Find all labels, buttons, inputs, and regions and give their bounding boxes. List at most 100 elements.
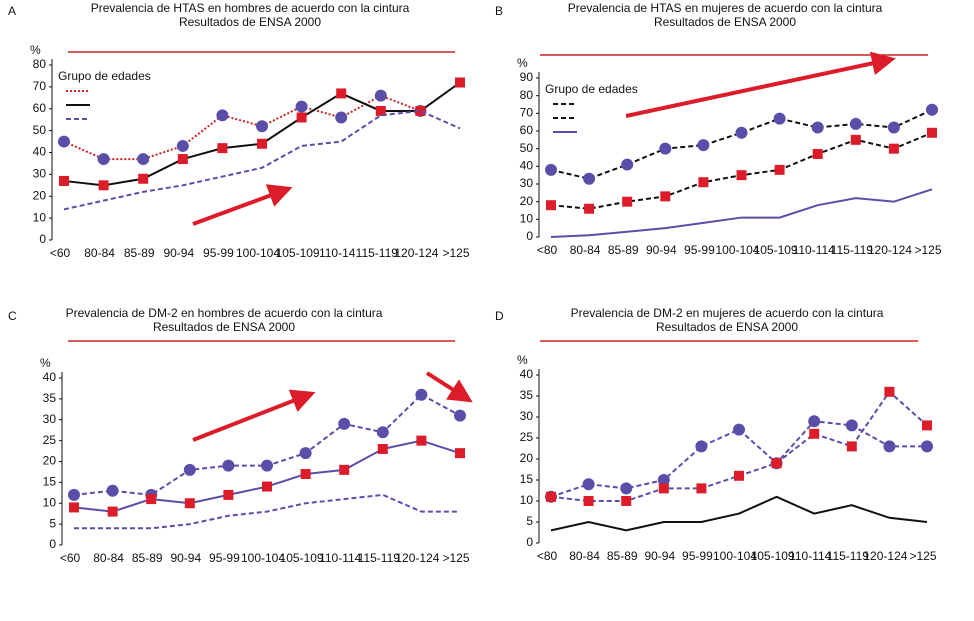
chart-title: Prevalencia de DM-2 en hombres de acuerd… <box>66 306 383 320</box>
x-tick-label: 100-104 <box>241 551 285 565</box>
panel-label: A <box>8 4 16 18</box>
y-tick-label: 35 <box>520 388 534 402</box>
x-tick-label: 115-119 <box>356 246 399 260</box>
trend-arrow <box>192 184 293 226</box>
y-tick-label: 40 <box>520 367 534 381</box>
data-point <box>921 440 933 453</box>
data-point <box>415 105 426 116</box>
x-tick-label: >125 <box>442 551 469 565</box>
y-tick-label: 15 <box>520 472 534 486</box>
series-line <box>73 439 461 513</box>
data-point <box>216 109 229 122</box>
data-point <box>622 196 633 207</box>
data-point <box>415 388 428 401</box>
y-tick-label: 20 <box>520 194 534 208</box>
x-tick-label: 115-119 <box>358 551 401 565</box>
y-tick-label: 35 <box>43 391 57 405</box>
x-tick-label: 120-124 <box>863 549 907 563</box>
data-point <box>97 153 110 166</box>
data-point <box>223 489 234 500</box>
data-point <box>888 143 899 154</box>
x-tick-label: 90-94 <box>646 243 677 257</box>
y-tick-label: 20 <box>33 188 47 202</box>
x-tick-label: 105-109 <box>280 551 324 565</box>
series-line <box>74 493 460 530</box>
data-point <box>883 440 896 453</box>
data-point <box>812 148 823 159</box>
y-tick-label: 0 <box>526 229 533 243</box>
x-tick-label: 80-84 <box>569 549 600 563</box>
trend-arrow <box>625 51 896 118</box>
data-point <box>455 448 465 459</box>
y-tick-label: 30 <box>43 412 57 426</box>
data-point <box>545 163 557 176</box>
data-point <box>177 154 188 165</box>
x-tick-label: 80-84 <box>570 243 601 257</box>
x-tick-label: 120-124 <box>394 246 438 260</box>
y-tick-label: 40 <box>520 159 534 173</box>
data-point <box>660 191 671 202</box>
x-tick-label: >125 <box>442 246 469 260</box>
data-point <box>658 483 669 494</box>
y-axis-label: % <box>517 56 528 70</box>
data-point <box>299 447 312 460</box>
data-point <box>335 111 348 124</box>
data-point <box>222 459 235 472</box>
x-tick-label: 80-84 <box>84 246 115 260</box>
x-tick-label: 120-124 <box>395 551 439 565</box>
data-point <box>583 172 596 185</box>
data-point <box>734 470 744 481</box>
data-point <box>922 420 932 431</box>
data-point <box>582 478 595 491</box>
x-tick-label: 95-99 <box>203 246 234 260</box>
data-point <box>696 483 707 494</box>
data-point <box>808 415 821 428</box>
y-tick-label: 10 <box>520 493 534 507</box>
data-point <box>217 143 228 154</box>
x-tick-label: 115-119 <box>827 549 870 563</box>
y-tick-label: 20 <box>520 451 534 465</box>
y-tick-label: 15 <box>43 475 57 489</box>
data-point <box>106 484 119 497</box>
chart-subtitle: Resultados de ENSA 2000 <box>153 320 295 334</box>
x-tick-label: 100-104 <box>715 243 759 257</box>
data-point <box>377 443 388 454</box>
x-tick-label: 85-89 <box>124 246 155 260</box>
x-tick-label: 110-114 <box>319 551 362 565</box>
y-tick-label: 20 <box>43 454 57 468</box>
x-tick-label: <60 <box>60 551 81 565</box>
chart-subtitle: Resultados de ENSA 2000 <box>179 15 321 29</box>
chart-subtitle: Resultados de ENSA 2000 <box>656 320 798 334</box>
x-tick-label: 85-89 <box>608 243 639 257</box>
data-point <box>735 126 748 139</box>
data-point <box>454 409 466 422</box>
y-tick-label: 10 <box>33 210 47 224</box>
data-point <box>621 158 634 171</box>
data-point <box>621 496 632 506</box>
data-point <box>256 120 268 133</box>
y-tick-label: 0 <box>526 535 533 549</box>
series-line <box>63 109 461 211</box>
x-tick-label: 90-94 <box>163 246 194 260</box>
data-point <box>184 498 195 509</box>
x-tick-label: 95-99 <box>209 551 240 565</box>
x-tick-label: 120-124 <box>868 243 912 257</box>
y-tick-label: 50 <box>33 123 47 137</box>
series-line <box>550 495 928 532</box>
x-tick-label: 105-109 <box>276 246 320 260</box>
x-tick-label: >125 <box>914 243 941 257</box>
y-axis-label: % <box>517 353 528 367</box>
data-point <box>546 200 556 211</box>
data-point <box>809 428 820 439</box>
series-line <box>550 108 933 180</box>
data-point <box>262 481 272 492</box>
data-point <box>375 105 386 116</box>
data-point <box>176 139 189 152</box>
data-point <box>300 469 311 480</box>
y-tick-label: 30 <box>33 167 47 181</box>
data-point <box>583 496 594 506</box>
data-point <box>257 138 267 149</box>
data-point <box>811 121 824 134</box>
data-point <box>58 135 70 148</box>
x-tick-label: 110-114 <box>789 549 832 563</box>
